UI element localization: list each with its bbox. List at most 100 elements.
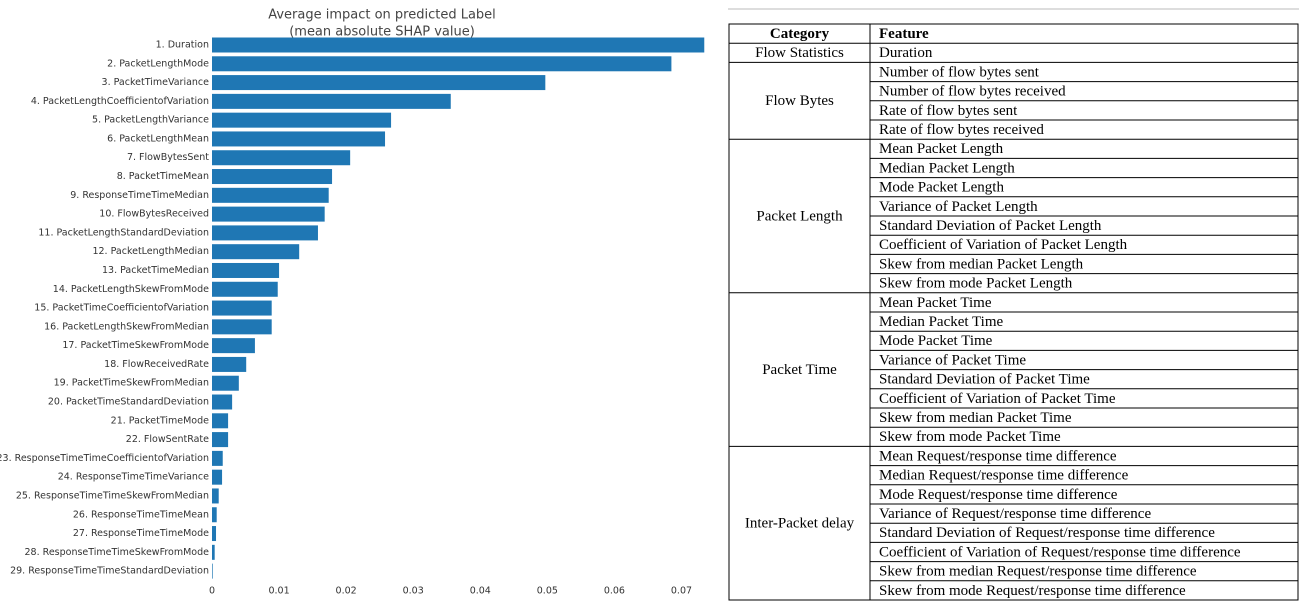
bar	[212, 112, 392, 128]
y-tick-label: 16. PacketLengthSkewFromMedian	[44, 321, 209, 332]
x-tick-label: 0.03	[403, 586, 424, 597]
bar	[212, 469, 223, 485]
bar	[212, 507, 217, 523]
y-tick-label: 12. PacketLengthMedian	[92, 246, 209, 257]
table-cell: Mode Packet Time	[879, 333, 993, 349]
table-cell: Variance of Packet Length	[879, 199, 1038, 215]
bar	[212, 131, 386, 147]
table-cell: Skew from median Request/response time d…	[879, 564, 1197, 580]
table-cell: Coefficient of Variation of Packet Time	[879, 391, 1116, 407]
bar	[212, 375, 239, 391]
bar	[212, 338, 255, 354]
y-tick-label: 20. PacketTimeStandardDeviation	[48, 397, 209, 408]
y-tick-label: 2. PacketLengthMode	[107, 58, 209, 69]
table-cell: Skew from median Packet Time	[879, 410, 1072, 426]
bar	[212, 563, 213, 579]
table-cell: Skew from mode Packet Time	[879, 429, 1061, 445]
chart-title: Average impact on predicted Label	[268, 8, 496, 23]
y-tick-label: 19. PacketTimeSkewFromMedian	[54, 378, 209, 389]
bar	[212, 187, 329, 203]
y-tick-label: 10. FlowBytesReceived	[99, 209, 209, 220]
table-category: Packet Time	[762, 362, 837, 378]
table-cell: Variance of Packet Time	[879, 352, 1026, 368]
bar	[212, 281, 278, 297]
bar	[212, 432, 229, 448]
bar	[212, 526, 217, 542]
bar	[212, 206, 325, 222]
bar	[212, 93, 451, 109]
bar	[212, 488, 219, 504]
table-cell: Skew from median Packet Length	[879, 256, 1084, 272]
table-category: Flow Bytes	[765, 93, 834, 109]
x-tick-label: 0.06	[604, 586, 625, 597]
table-cell: Standard Deviation of Request/response t…	[879, 525, 1215, 541]
table-category: Packet Length	[756, 208, 843, 224]
bar	[212, 225, 318, 241]
y-tick-label: 9. ResponseTimeTimeMedian	[70, 190, 209, 201]
y-tick-label: 22. FlowSentRate	[126, 434, 209, 445]
y-tick-label: 11. PacketLengthStandardDeviation	[38, 227, 209, 238]
x-tick-label: 0.01	[268, 586, 289, 597]
table-category: Inter-Packet delay	[745, 516, 855, 532]
y-tick-label: 17. PacketTimeSkewFromMode	[62, 340, 209, 351]
bar	[212, 356, 247, 372]
table-cell: Coefficient of Variation of Request/resp…	[879, 544, 1241, 560]
table-cell: Median Packet Length	[879, 160, 1015, 176]
bar	[212, 169, 333, 185]
chart-subtitle: (mean absolute SHAP value)	[289, 25, 475, 40]
x-tick-label: 0.02	[336, 586, 357, 597]
table-cell: Skew from mode Request/response time dif…	[879, 583, 1186, 599]
bar	[212, 56, 672, 72]
table-cell: Skew from mode Packet Length	[879, 276, 1073, 292]
bar	[212, 262, 280, 278]
bar	[212, 394, 233, 410]
y-tick-label: 26. ResponseTimeTimeMean	[73, 509, 209, 520]
x-tick-label: 0.05	[537, 586, 558, 597]
table-cell: Number of flow bytes sent	[879, 64, 1040, 80]
bar	[212, 37, 705, 53]
table-cell: Mode Request/response time difference	[879, 487, 1118, 503]
y-tick-label: 6. PacketLengthMean	[107, 133, 209, 144]
table-cell: Standard Deviation of Packet Time	[879, 372, 1090, 388]
bar	[212, 75, 546, 91]
bar	[212, 450, 223, 466]
table-cell: Coefficient of Variation of Packet Lengt…	[879, 237, 1128, 253]
x-tick-label: 0	[209, 586, 215, 597]
y-tick-label: 13. PacketTimeMedian	[102, 265, 209, 276]
y-tick-label: 3. PacketTimeVariance	[102, 77, 210, 88]
table-cell: Number of flow bytes received	[879, 84, 1066, 100]
table-cell: Rate of flow bytes sent	[879, 103, 1018, 119]
table-cell: Rate of flow bytes received	[879, 122, 1044, 138]
y-tick-label: 24. ResponseTimeTimeVariance	[58, 472, 209, 483]
table-cell: Mean Request/response time difference	[879, 448, 1117, 464]
y-tick-label: 15. PacketTimeCoefficientofVariation	[34, 303, 209, 314]
table-cell: Mode Packet Length	[879, 180, 1004, 196]
table-cell: Variance of Request/response time differ…	[879, 506, 1151, 522]
bar	[212, 150, 351, 166]
x-tick-label: 0.07	[671, 586, 692, 597]
y-tick-label: 1. Duration	[156, 40, 209, 51]
y-tick-label: 23. ResponseTimeTimeCoefficientofVariati…	[0, 453, 209, 464]
y-tick-label: 14. PacketLengthSkewFromMode	[53, 284, 209, 295]
table-cell: Duration	[879, 45, 933, 61]
y-tick-label: 8. PacketTimeMean	[117, 171, 209, 182]
x-tick-label: 0.04	[470, 586, 491, 597]
bar	[212, 319, 272, 335]
bar	[212, 413, 229, 429]
y-tick-label: 5. PacketLengthVariance	[92, 115, 209, 126]
y-tick-label: 4. PacketLengthCoefficientofVariation	[31, 96, 209, 107]
table-cell: Mean Packet Length	[879, 141, 1004, 157]
y-tick-label: 29. ResponseTimeTimeStandardDeviation	[10, 566, 209, 577]
table-cell: Mean Packet Time	[879, 295, 992, 311]
y-tick-label: 28. ResponseTimeTimeSkewFromMode	[25, 547, 210, 558]
table-cell: Median Request/response time difference	[879, 468, 1129, 484]
y-tick-label: 21. PacketTimeMode	[111, 415, 209, 426]
table-category: Flow Statistics	[755, 45, 844, 61]
table-header: Category	[770, 26, 830, 42]
y-tick-label: 7. FlowBytesSent	[127, 152, 209, 163]
y-tick-label: 18. FlowReceivedRate	[104, 359, 209, 370]
bar	[212, 300, 272, 316]
table-cell: Median Packet Time	[879, 314, 1004, 330]
y-tick-label: 25. ResponseTimeTimeSkewFromMedian	[16, 490, 209, 501]
